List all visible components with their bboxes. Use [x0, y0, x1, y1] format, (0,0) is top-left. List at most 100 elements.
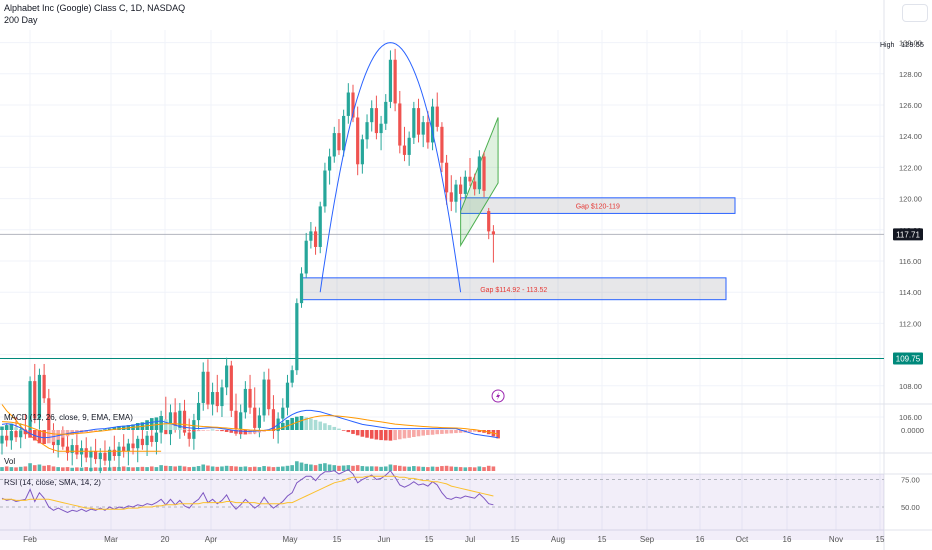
volume-bar	[47, 465, 51, 471]
arc-curve	[319, 42, 462, 293]
chart-overlays	[1, 42, 505, 452]
candle-body	[136, 438, 140, 449]
volume-bar	[304, 463, 308, 471]
candle	[262, 371, 266, 422]
candle-body	[328, 156, 332, 171]
candle-body	[407, 137, 411, 155]
candle	[332, 126, 336, 163]
chart-settings-button[interactable]	[902, 4, 928, 22]
high-value: 129.55	[901, 40, 924, 49]
volume-bar	[173, 466, 177, 471]
candle	[112, 435, 116, 461]
volume-bar	[383, 466, 388, 471]
time-tick-label: Nov	[829, 535, 843, 544]
volume-bar	[435, 466, 440, 471]
macd-histogram-bar	[332, 426, 337, 430]
candle-body	[201, 371, 205, 403]
volume-bar	[444, 465, 449, 471]
volume-bar	[168, 466, 173, 471]
time-tick-label: Feb	[23, 535, 37, 544]
candle	[201, 362, 205, 411]
volume-bar	[84, 467, 89, 471]
time-tick-label: Aug	[551, 535, 565, 544]
macd-histogram-bar	[178, 427, 182, 430]
chart-title: Alphabet Inc (Google) Class C, 1D, NASDA…	[4, 3, 186, 13]
macd-histogram-bar	[224, 430, 229, 432]
macd-histogram-bar	[93, 430, 98, 431]
volume-bar	[398, 465, 402, 471]
candle-body	[206, 371, 210, 405]
gap-label: Gap $114.92 - 113.52	[480, 287, 547, 294]
time-tick-label: 15	[425, 535, 434, 544]
volume-bar	[112, 466, 117, 471]
candle	[42, 363, 46, 403]
candle	[131, 429, 135, 455]
candle-body	[248, 388, 252, 408]
macd-signal-line	[1, 415, 499, 435]
macd-histogram-bar	[346, 430, 351, 433]
volume-bar	[220, 466, 224, 471]
candle-body	[477, 156, 481, 190]
macd-histogram-bar	[444, 430, 449, 434]
candle-body	[426, 122, 430, 143]
volume-bar	[4, 466, 9, 471]
high-label: High	[880, 42, 895, 49]
volume-bar	[290, 465, 294, 471]
candle	[182, 399, 187, 436]
macd-histogram-bar	[299, 416, 304, 430]
candle-body	[126, 443, 130, 452]
macd-histogram-bar	[201, 430, 206, 431]
volume-bar	[131, 467, 135, 471]
time-tick-label: 20	[161, 535, 170, 544]
volume-bar	[37, 464, 42, 471]
candle	[117, 441, 121, 469]
macd-histogram-bar	[220, 430, 224, 432]
volume-bar	[472, 467, 477, 471]
volume-bar	[234, 466, 238, 471]
rsi-pane: RSI (14, close, SMA, 14, 2)	[0, 469, 884, 540]
candle-body	[0, 435, 4, 444]
candle	[37, 368, 42, 430]
macd-histogram-bar	[309, 418, 313, 430]
candle-body	[154, 432, 159, 442]
candle	[178, 402, 182, 439]
macd-pane: MACD (12, 26, close, 9, EMA, EMA)	[0, 409, 500, 444]
time-tick-label: 16	[783, 535, 792, 544]
macd-histogram-bar	[327, 425, 332, 430]
candle-body	[393, 59, 397, 104]
macd-histogram-bar	[173, 425, 177, 430]
candle	[402, 126, 407, 162]
candle	[346, 83, 350, 124]
macd-label: MACD (12, 26, close, 9, EMA, EMA)	[4, 413, 133, 422]
candle	[79, 440, 84, 467]
candle-body	[94, 451, 98, 460]
candle-body	[346, 92, 350, 116]
candle-body	[47, 398, 51, 435]
candle	[454, 179, 458, 213]
volume-bar	[187, 467, 191, 471]
volume-bar	[135, 467, 140, 471]
time-tick-label: 15	[333, 535, 342, 544]
macd-histogram-bar	[98, 430, 103, 431]
candle	[388, 50, 393, 109]
macd-histogram-bar	[164, 419, 168, 430]
candle	[342, 109, 346, 157]
candle-body	[384, 101, 388, 124]
volume-bar	[388, 464, 393, 471]
macd-histogram-bar	[360, 430, 365, 437]
time-tick-label: Oct	[736, 535, 749, 544]
macd-histogram-bar	[281, 423, 285, 430]
candle-body	[220, 387, 224, 407]
macd-histogram-bar	[107, 428, 112, 430]
candle	[295, 298, 299, 375]
macd-histogram-bar	[234, 430, 238, 434]
volume-bar	[215, 466, 220, 471]
time-tick-label: Mar	[104, 535, 118, 544]
candle	[290, 365, 294, 388]
volume-bar	[65, 467, 70, 471]
volume-bar	[309, 464, 313, 471]
time-tick-label: Jul	[465, 535, 475, 544]
candle	[243, 381, 247, 419]
price-tick-label: 126.00	[899, 101, 922, 110]
